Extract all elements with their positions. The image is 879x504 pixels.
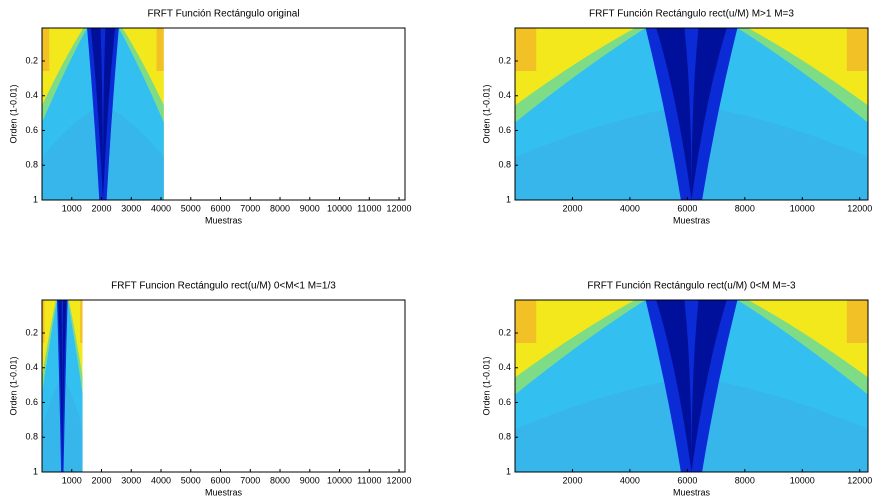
x-tick-label: 12000 — [847, 475, 872, 485]
y-tick-label: 0.8 — [25, 160, 38, 170]
axes-box — [514, 299, 869, 473]
y-tick-label: 0.6 — [25, 125, 38, 135]
x-tick-label: 4000 — [620, 203, 640, 213]
x-tick-label: 3000 — [121, 203, 141, 213]
x-tick-label: 4000 — [151, 203, 171, 213]
x-tick-label: 7000 — [240, 203, 260, 213]
y-tick-label: 0.4 — [25, 362, 38, 372]
x-tick-label: 12000 — [847, 203, 872, 213]
y-tick-label: 0.4 — [25, 90, 38, 100]
x-tick-label: 12000 — [387, 475, 412, 485]
x-tick-label: 10000 — [790, 475, 815, 485]
x-tick-label: 2000 — [562, 203, 582, 213]
x-tick-label: 12000 — [387, 203, 412, 213]
x-tick-label: 10000 — [790, 203, 815, 213]
x-tick-label: 11000 — [357, 475, 381, 485]
x-tick-label: 5000 — [181, 475, 201, 485]
y-tick-label: 0.8 — [498, 160, 511, 170]
x-tick-label: 10000 — [327, 475, 352, 485]
y-tick-label: 0.6 — [498, 125, 511, 135]
x-tick-label: 6000 — [677, 203, 697, 213]
chart-title: FRFT Funcion Rectángulo rect(u/M) 0<M<1 … — [111, 281, 336, 292]
x-tick-label: 4000 — [151, 475, 171, 485]
y-tick-label: 0.2 — [25, 55, 38, 65]
x-tick-label: 4000 — [620, 475, 640, 485]
y-tick-label: 1 — [33, 466, 38, 476]
y-tick-label: 0.8 — [25, 432, 38, 442]
x-axis-label: Muestras — [205, 487, 243, 497]
y-tick-label: 0.4 — [498, 362, 511, 372]
x-tick-label: 2000 — [91, 203, 111, 213]
y-tick-label: 0.2 — [25, 327, 38, 337]
y-axis-label: Orden (1-0.01) — [481, 84, 491, 143]
x-tick-label: 11000 — [357, 203, 381, 213]
x-tick-label: 8000 — [270, 475, 290, 485]
y-tick-label: 1 — [33, 194, 38, 204]
y-axis-label: Orden (1-0.01) — [8, 84, 18, 143]
x-tick-label: 1000 — [62, 203, 82, 213]
x-tick-label: 8000 — [270, 203, 290, 213]
chart-title: FRFT Función Rectángulo original — [147, 9, 299, 20]
x-tick-label: 6000 — [211, 203, 231, 213]
y-axis-label: Orden (1-0.01) — [481, 356, 491, 415]
x-tick-label: 6000 — [677, 475, 697, 485]
x-axis-label: Muestras — [673, 487, 711, 497]
x-tick-label: 6000 — [211, 475, 231, 485]
y-tick-label: 0.8 — [498, 432, 511, 442]
x-tick-label: 3000 — [121, 475, 141, 485]
heatmap-image — [515, 28, 868, 200]
x-tick-label: 8000 — [735, 475, 755, 485]
x-axis-label: Muestras — [205, 215, 243, 225]
heatmap-image — [42, 300, 83, 472]
x-tick-label: 2000 — [562, 475, 582, 485]
y-tick-label: 0.2 — [498, 327, 511, 337]
axes-box — [41, 27, 406, 201]
y-tick-label: 0.2 — [498, 55, 511, 65]
chart-title: FRFT Función Rectángulo rect(u/M) 0<M M=… — [587, 281, 796, 292]
y-tick-label: 1 — [506, 466, 511, 476]
y-tick-label: 1 — [506, 194, 511, 204]
axes-box — [514, 27, 869, 201]
heatmap-image — [42, 28, 164, 200]
x-tick-label: 5000 — [181, 203, 201, 213]
x-tick-label: 1000 — [62, 475, 82, 485]
x-tick-label: 2000 — [91, 475, 111, 485]
x-tick-label: 7000 — [240, 475, 260, 485]
y-tick-label: 0.4 — [498, 90, 511, 100]
x-tick-label: 8000 — [735, 203, 755, 213]
chart-title: FRFT Función Rectángulo rect(u/M) M>1 M=… — [589, 9, 794, 20]
y-axis-label: Orden (1-0.01) — [8, 356, 18, 415]
x-tick-label: 9000 — [300, 475, 320, 485]
x-tick-label: 9000 — [300, 203, 320, 213]
axes-box — [41, 299, 406, 473]
y-tick-label: 0.6 — [25, 397, 38, 407]
y-tick-label: 0.6 — [498, 397, 511, 407]
heatmap-image — [515, 300, 868, 472]
x-tick-label: 10000 — [327, 203, 352, 213]
x-axis-label: Muestras — [673, 215, 711, 225]
